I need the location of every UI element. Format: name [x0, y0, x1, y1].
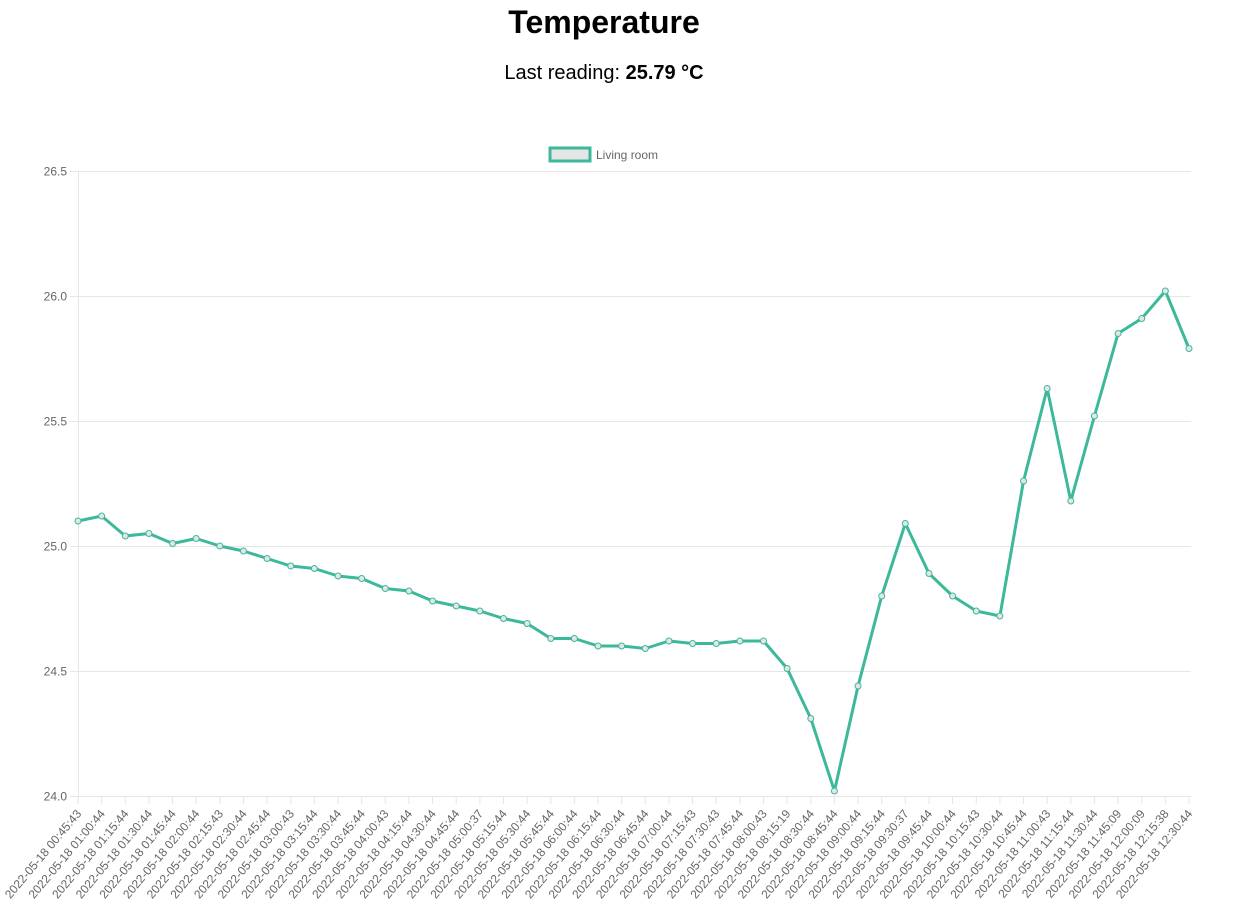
- data-point[interactable]: [476, 607, 484, 615]
- data-point[interactable]: [1114, 330, 1122, 337]
- data-point[interactable]: [310, 565, 318, 572]
- data-point[interactable]: [547, 635, 555, 642]
- data-point[interactable]: [878, 592, 886, 600]
- data-point[interactable]: [854, 682, 862, 690]
- y-tick-label: 24.5: [44, 665, 68, 679]
- data-point[interactable]: [239, 547, 247, 555]
- series-living-room: [74, 287, 1193, 795]
- data-point[interactable]: [641, 645, 649, 652]
- data-point[interactable]: [783, 665, 791, 672]
- data-point[interactable]: [1067, 497, 1075, 505]
- y-tick-label: 24.0: [44, 790, 68, 804]
- data-point[interactable]: [972, 607, 980, 615]
- data-point[interactable]: [429, 597, 437, 605]
- data-point[interactable]: [1138, 315, 1146, 322]
- data-point[interactable]: [665, 637, 673, 645]
- data-point[interactable]: [145, 530, 153, 537]
- data-point[interactable]: [760, 637, 768, 645]
- last-reading: Last reading: 25.79 °C: [0, 61, 1208, 85]
- data-point[interactable]: [358, 575, 366, 582]
- data-point[interactable]: [949, 592, 957, 600]
- data-point[interactable]: [216, 542, 224, 550]
- data-point[interactable]: [712, 640, 720, 647]
- legend[interactable]: Living room: [548, 146, 658, 163]
- legend-swatch-living-room[interactable]: [548, 146, 592, 163]
- y-tick-label: 26.5: [44, 165, 68, 179]
- data-point[interactable]: [1043, 385, 1051, 392]
- data-point[interactable]: [736, 637, 744, 645]
- last-reading-label: Last reading:: [504, 62, 626, 84]
- data-point[interactable]: [192, 535, 200, 542]
- data-point[interactable]: [618, 642, 626, 650]
- data-point[interactable]: [594, 642, 602, 650]
- data-point[interactable]: [169, 540, 177, 547]
- axes: 24.0 24.5 25.0 25.5 26.0 26.5: [44, 165, 1190, 804]
- grid: [70, 171, 1191, 797]
- data-point[interactable]: [807, 715, 815, 722]
- data-point[interactable]: [287, 562, 295, 570]
- legend-label-living-room[interactable]: Living room: [596, 148, 658, 162]
- data-point[interactable]: [263, 555, 271, 562]
- data-point[interactable]: [74, 517, 82, 525]
- data-point[interactable]: [381, 585, 389, 592]
- last-reading-value: 25.79 °C: [625, 62, 704, 84]
- series-line: [77, 289, 1191, 793]
- data-point[interactable]: [499, 615, 507, 622]
- data-point[interactable]: [334, 572, 342, 580]
- data-point[interactable]: [523, 620, 531, 627]
- data-point[interactable]: [570, 635, 578, 642]
- y-tick-label: 25.5: [44, 415, 68, 429]
- data-point[interactable]: [405, 587, 413, 595]
- data-point[interactable]: [689, 640, 697, 647]
- page-title: Temperature: [508, 4, 700, 40]
- data-point[interactable]: [925, 570, 933, 577]
- data-point[interactable]: [452, 602, 460, 610]
- data-point[interactable]: [98, 512, 106, 520]
- data-point[interactable]: [996, 612, 1004, 620]
- data-point[interactable]: [1020, 477, 1028, 485]
- y-tick-label: 26.0: [44, 290, 68, 304]
- data-point[interactable]: [1090, 412, 1098, 420]
- data-point[interactable]: [1185, 345, 1193, 352]
- data-point[interactable]: [1161, 287, 1169, 295]
- y-tick-label: 25.0: [44, 540, 68, 554]
- data-point[interactable]: [121, 532, 129, 540]
- data-point[interactable]: [830, 787, 838, 795]
- data-point[interactable]: [901, 520, 909, 527]
